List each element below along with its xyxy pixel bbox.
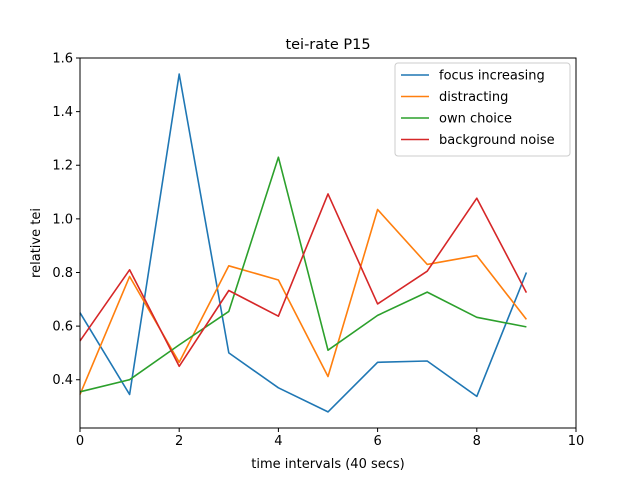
y-tick-label: 0.6 — [52, 320, 73, 335]
y-axis-title: relative tei — [29, 208, 44, 278]
y-axis: 0.4 0.6 0.8 1.0 1.2 1.4 1.6 — [52, 52, 80, 388]
y-tick-label: 1.2 — [52, 159, 73, 174]
plot-lines — [79, 73, 528, 413]
x-tick-label: 8 — [473, 434, 481, 449]
x-tick-label: 0 — [76, 434, 84, 449]
plot-frame — [79, 57, 577, 429]
y-tick-label: 0.4 — [52, 373, 73, 388]
chart-title: tei-rate P15 — [285, 37, 370, 53]
legend-label-focus-increasing: focus increasing — [439, 69, 545, 84]
legend: focus increasing distracting own choice bac… — [394, 62, 571, 157]
series-line-own-choice — [79, 156, 527, 393]
legend-label-own-choice: own choice — [439, 112, 512, 127]
legend-label-distracting: distracting — [439, 90, 508, 105]
series-line-focus-increasing — [79, 73, 528, 413]
x-tick-label: 10 — [568, 434, 585, 449]
y-tick-label: 1.6 — [52, 52, 73, 67]
y-tick-label: 0.8 — [52, 266, 73, 281]
legend-label-background-noise: background noise — [439, 133, 555, 148]
x-axis-title: time intervals (40 secs) — [251, 457, 404, 472]
x-tick-label: 4 — [274, 434, 282, 449]
x-tick-label: 6 — [373, 434, 381, 449]
x-axis: 0 2 4 6 8 10 — [76, 428, 584, 449]
x-tick-label: 2 — [175, 434, 183, 449]
series-line-background-noise — [79, 193, 528, 368]
y-tick-label: 1.4 — [52, 105, 73, 120]
y-tick-label: 1.0 — [52, 212, 73, 227]
legend-box — [394, 62, 571, 157]
